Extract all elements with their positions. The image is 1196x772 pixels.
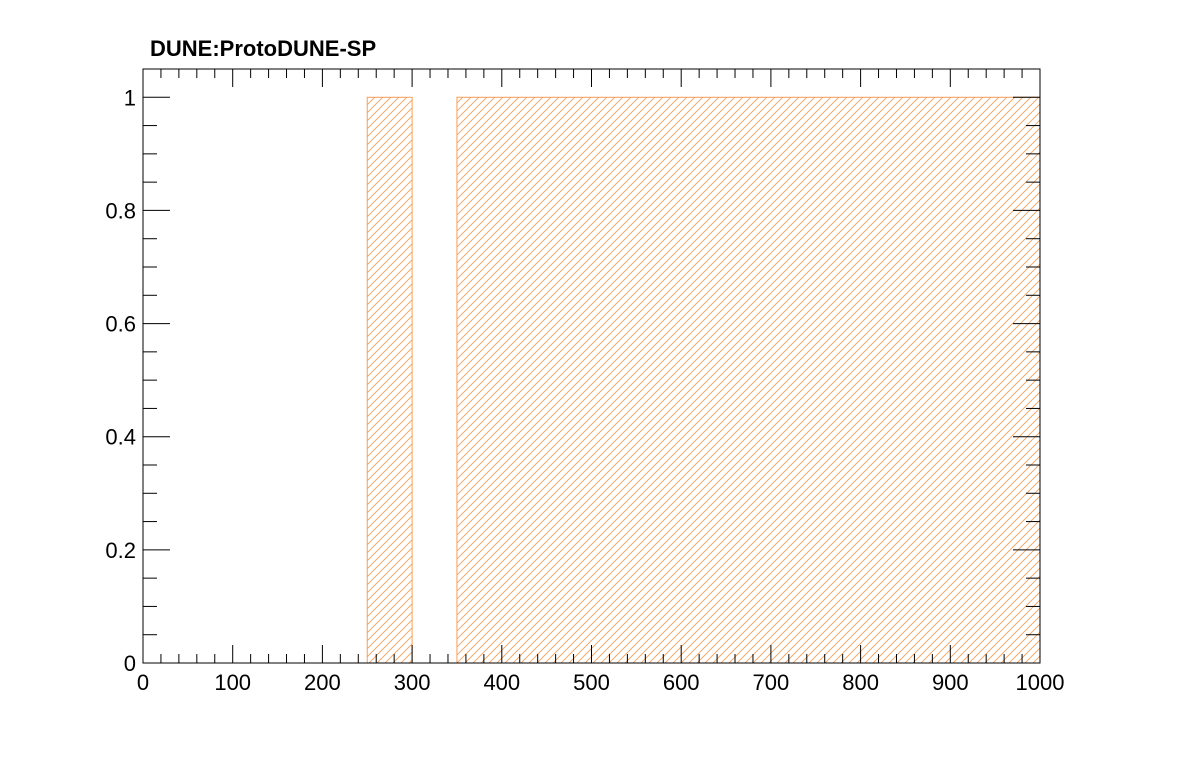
x-tick-label: 500 xyxy=(573,670,610,695)
x-tick-label: 100 xyxy=(214,670,251,695)
tick-labels-layer: 0 100 200 300 400 500 600 700 800 900 1000 0 0.2 0.4 0… xyxy=(105,85,1064,695)
y-tick-label: 0.4 xyxy=(105,425,136,450)
x-tick-label: 400 xyxy=(483,670,520,695)
y-tick-label: 0.8 xyxy=(105,198,136,223)
x-tick-label: 1000 xyxy=(1016,670,1065,695)
x-tick-label: 300 xyxy=(394,670,431,695)
bar-0 xyxy=(366,96,413,664)
chart-title: DUNE:ProtoDUNE-SP xyxy=(150,36,376,61)
x-tick-label: 200 xyxy=(304,670,341,695)
y-tick-label: 0.2 xyxy=(105,538,136,563)
x-tick-label: 700 xyxy=(753,670,790,695)
ticks-layer xyxy=(142,68,1041,664)
x-tick-label: 800 xyxy=(842,670,879,695)
x-tick-label: 0 xyxy=(137,670,149,695)
x-tick-label: 900 xyxy=(932,670,969,695)
bar-1 xyxy=(456,96,1041,664)
x-tick-label: 600 xyxy=(663,670,700,695)
y-tick-label: 0.6 xyxy=(105,312,136,337)
y-tick-label: 0 xyxy=(124,651,136,676)
bars-layer xyxy=(366,96,1041,664)
y-tick-label: 1 xyxy=(124,85,136,110)
